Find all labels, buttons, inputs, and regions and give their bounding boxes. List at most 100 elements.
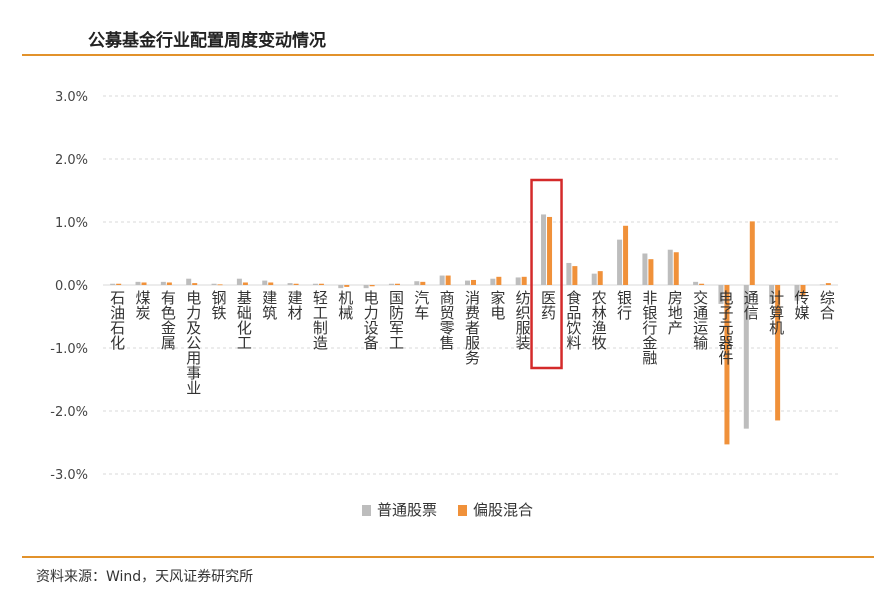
x-tick-label-char: 金 [642,334,657,352]
x-tick-label-char: 媒 [794,304,809,322]
bar-series1 [160,281,166,285]
bar-series1 [186,278,192,285]
bar-series1 [439,275,445,285]
bar-series1 [566,262,572,285]
x-tick-label-char: 色 [161,304,176,322]
x-tick-label-char: 工 [313,304,328,322]
x-tick-label-char: 轻 [313,289,328,307]
x-tick-label-char: 纺 [516,289,531,307]
bar-series2 [724,285,730,445]
x-tick-label-char: 家 [490,289,505,307]
x-tick-label-char: 械 [338,304,353,322]
legend-swatch [458,505,467,516]
x-tick-label-char: 农 [592,289,607,307]
bar-series2 [749,221,755,285]
x-tick-label-char: 煤 [136,289,151,307]
x-tick-label-char: 务 [465,349,480,367]
x-tick-label-char: 基 [237,289,252,307]
x-tick-label-char: 消 [465,289,480,307]
bar-series1 [591,273,597,285]
legend-label: 偏股混合 [473,501,533,519]
bar-series2 [318,283,324,285]
x-tick-label-char: 售 [440,334,455,352]
top-divider [22,54,874,56]
x-tick-label-char: 饮 [566,319,581,337]
bar-series2 [496,276,502,285]
bar-series2 [217,284,223,286]
x-tick-label-char: 产 [668,319,683,337]
bar-series1 [338,285,344,289]
x-tick-label-char: 医 [541,289,556,307]
x-tick-label-char: 交 [693,289,708,307]
x-tick-label-char: 制 [313,319,328,337]
y-tick-label: -1.0% [50,342,88,357]
bar-series2 [673,252,679,285]
x-tick-label-char: 零 [440,319,455,337]
bar-series2 [699,283,705,285]
x-tick-label-char: 商 [440,289,455,307]
x-tick-label-char: 药 [541,304,556,322]
bar-series2 [572,266,578,285]
x-tick-label-char: 公 [186,334,201,352]
bottom-divider [22,556,874,558]
x-tick-label-char: 费 [465,304,480,322]
x-tick-label-char: 有 [161,289,176,307]
x-tick-label-char: 电 [490,304,505,322]
x-tick-label-char: 融 [642,349,657,367]
bar-series1 [211,283,217,285]
bar-series1 [465,280,470,285]
source-note: 资料来源：Wind，天风证券研究所 [36,569,254,585]
x-tick-label-char: 食 [566,289,581,307]
x-tick-label-char: 通 [693,304,708,322]
x-tick-label-char: 国 [389,289,404,307]
x-tick-label-char: 事 [186,364,201,382]
bar-series1 [490,278,496,285]
bar-series2 [420,281,426,285]
x-tick-label-char: 石 [110,319,125,337]
x-tick-label-char: 通 [744,289,759,307]
bar-series2 [141,282,147,285]
x-tick-label-char: 业 [186,379,201,397]
x-tick-label-char: 建 [288,289,303,307]
bar-series2 [344,285,350,287]
bar-series1 [363,285,369,289]
bar-series2 [800,285,806,297]
bar-series1 [642,253,648,285]
bar-series2 [242,282,248,285]
x-tick-label-char: 银 [642,304,657,322]
x-tick-label-char: 防 [389,304,404,322]
y-tick-label: 0.0% [55,279,88,294]
y-tick-label: -3.0% [50,468,88,483]
x-tick-label-char: 银 [617,289,632,307]
bar-series1 [287,283,293,285]
x-tick-label-char: 器 [718,334,733,352]
bar-series1 [135,281,141,285]
bar-series1 [414,281,420,285]
x-tick-label-char: 者 [465,319,480,337]
bar-series1 [262,280,268,285]
x-tick-label-char: 品 [566,304,581,322]
x-tick-label-char: 服 [516,319,531,337]
x-tick-label-char: 电 [186,289,201,307]
chart-title: 公募基金行业配置周度变动情况 [88,31,326,51]
y-tick-label: 2.0% [55,153,88,168]
bar-series1 [718,285,724,304]
x-tick-label-char: 力 [186,304,201,322]
x-tick-label-char: 力 [364,304,379,322]
bar-series1 [819,284,825,286]
x-tick-label-char: 建 [262,289,277,307]
y-tick-label: -2.0% [50,405,88,420]
x-tick-label-char: 子 [718,304,733,322]
bar-series2 [471,279,476,285]
bar-series1 [743,285,749,429]
x-tick-label-char: 工 [389,334,404,352]
bar-series2 [825,283,831,285]
highlight-box [530,178,563,370]
x-tick-label-char: 行 [642,319,657,337]
bar-series2 [192,283,198,285]
x-tick-label-char: 综 [820,289,835,307]
x-tick-label-char: 金 [161,319,176,337]
bar-series1 [617,239,623,285]
x-tick-label-char: 传 [794,289,809,307]
